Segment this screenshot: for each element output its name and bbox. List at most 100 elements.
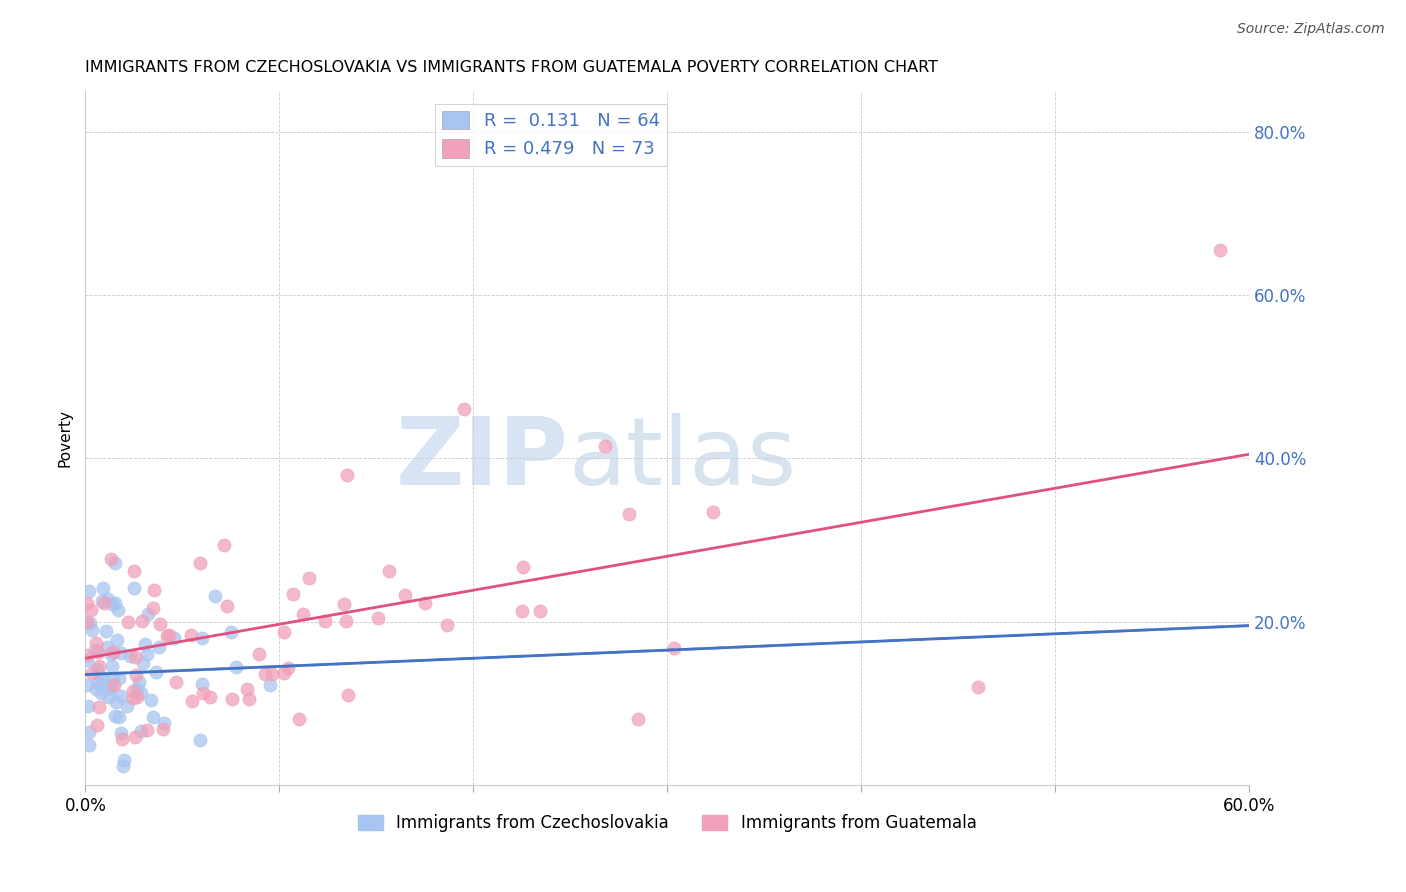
Point bbox=[277, 661, 299, 675]
Point bbox=[117, 615, 139, 629]
Point bbox=[90, 670, 112, 684]
Point bbox=[86, 681, 108, 696]
Text: Source: ZipAtlas.com: Source: ZipAtlas.com bbox=[1237, 22, 1385, 37]
Point bbox=[80, 603, 103, 617]
Point bbox=[273, 666, 295, 681]
Point bbox=[212, 538, 235, 552]
Point bbox=[394, 588, 416, 602]
Point bbox=[101, 645, 124, 659]
Point bbox=[281, 586, 304, 600]
Point bbox=[90, 686, 112, 700]
Point bbox=[136, 607, 159, 621]
Point bbox=[593, 439, 616, 453]
Point bbox=[108, 710, 131, 724]
Point bbox=[298, 571, 321, 585]
Point bbox=[191, 685, 214, 699]
Point bbox=[104, 556, 127, 570]
Point bbox=[287, 713, 309, 727]
Point bbox=[145, 665, 167, 680]
Point bbox=[378, 564, 401, 578]
Point bbox=[124, 730, 146, 744]
Point bbox=[314, 614, 336, 628]
Point bbox=[136, 723, 159, 737]
Point bbox=[413, 596, 436, 610]
Point bbox=[141, 601, 163, 615]
Point bbox=[103, 671, 125, 685]
Point bbox=[125, 690, 148, 705]
Point bbox=[188, 556, 211, 570]
Point bbox=[84, 643, 107, 657]
Point bbox=[291, 607, 314, 622]
Point bbox=[627, 713, 650, 727]
Point bbox=[87, 699, 110, 714]
Point bbox=[100, 681, 122, 695]
Point bbox=[162, 631, 184, 645]
Point bbox=[91, 581, 114, 595]
Point bbox=[181, 694, 204, 708]
Point bbox=[253, 667, 276, 681]
Point bbox=[103, 678, 125, 692]
Point bbox=[79, 615, 101, 630]
Point bbox=[966, 680, 988, 694]
Point bbox=[84, 635, 107, 649]
Point bbox=[198, 690, 221, 704]
Legend: R =  0.131   N = 64, R = 0.479   N = 73: R = 0.131 N = 64, R = 0.479 N = 73 bbox=[434, 103, 666, 166]
Point bbox=[180, 628, 202, 642]
Point bbox=[127, 682, 149, 697]
Point bbox=[221, 692, 243, 706]
Point bbox=[121, 683, 143, 698]
Point bbox=[336, 688, 359, 702]
Point bbox=[122, 582, 145, 596]
Point bbox=[111, 731, 134, 746]
Point bbox=[125, 668, 148, 682]
Point bbox=[86, 662, 108, 676]
Point bbox=[104, 695, 127, 709]
Point bbox=[76, 653, 98, 667]
Point bbox=[108, 671, 131, 685]
Point bbox=[529, 604, 551, 618]
Point bbox=[86, 645, 108, 659]
Point bbox=[115, 698, 138, 713]
Point bbox=[90, 593, 112, 607]
Point bbox=[1209, 243, 1232, 257]
Point bbox=[128, 674, 150, 689]
Point bbox=[129, 723, 152, 738]
Point bbox=[87, 658, 110, 673]
Point bbox=[335, 615, 357, 629]
Point bbox=[97, 591, 120, 606]
Point bbox=[101, 597, 124, 611]
Point bbox=[273, 624, 295, 639]
Point bbox=[191, 676, 214, 690]
Point bbox=[225, 660, 247, 674]
Point bbox=[77, 738, 100, 752]
Point bbox=[134, 637, 156, 651]
Point bbox=[96, 640, 118, 654]
Point bbox=[136, 647, 159, 661]
Point bbox=[236, 681, 259, 696]
Point bbox=[664, 641, 686, 656]
Point bbox=[93, 596, 115, 610]
Point bbox=[142, 582, 165, 597]
Point bbox=[617, 507, 640, 521]
Point bbox=[217, 599, 239, 614]
Point bbox=[110, 726, 132, 740]
Point bbox=[149, 617, 172, 632]
Point bbox=[77, 699, 100, 714]
Point bbox=[204, 589, 226, 603]
Point bbox=[82, 624, 104, 638]
Point bbox=[436, 618, 458, 632]
Point bbox=[112, 753, 135, 767]
Point bbox=[124, 564, 146, 578]
Point bbox=[77, 584, 100, 599]
Point bbox=[97, 690, 120, 704]
Point bbox=[152, 723, 174, 737]
Point bbox=[247, 647, 270, 661]
Text: atlas: atlas bbox=[568, 413, 797, 505]
Point bbox=[129, 686, 152, 700]
Point bbox=[453, 402, 475, 417]
Point bbox=[107, 603, 129, 617]
Point bbox=[86, 717, 108, 731]
Point bbox=[96, 624, 118, 639]
Point bbox=[139, 692, 162, 706]
Point bbox=[188, 733, 211, 747]
